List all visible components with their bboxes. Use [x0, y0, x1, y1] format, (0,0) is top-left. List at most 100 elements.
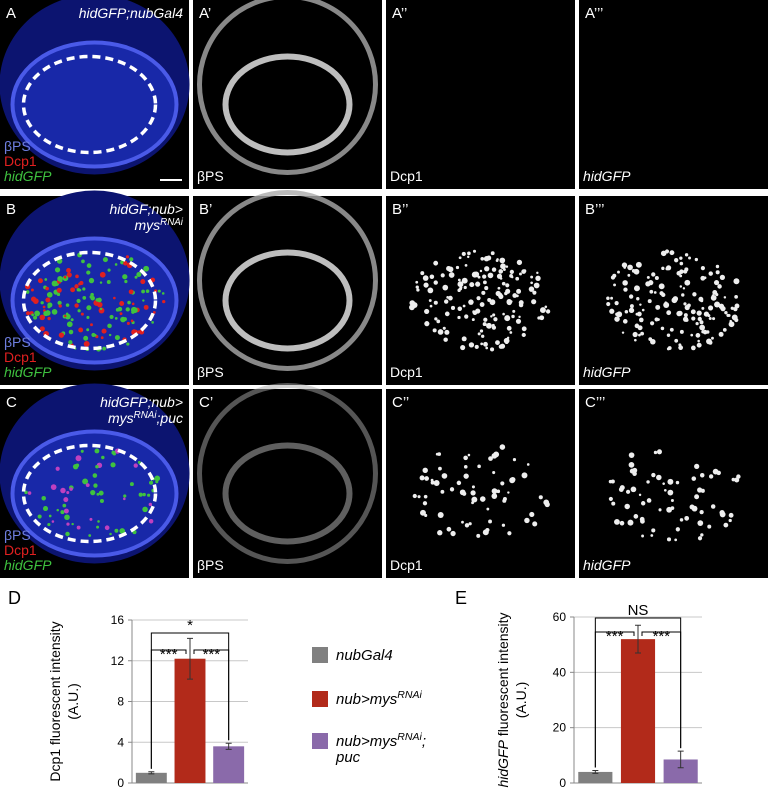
signal-dot — [506, 336, 510, 340]
signal-dot — [45, 297, 51, 303]
signal-dot — [609, 308, 615, 314]
signal-dot — [625, 489, 631, 494]
panel-background — [579, 196, 768, 385]
signal-dot — [519, 272, 522, 276]
signal-dot — [63, 508, 69, 514]
signal-dot — [700, 275, 706, 281]
signal-dot — [34, 310, 40, 317]
y-axis-label-line: (A.U.) — [65, 683, 81, 720]
signal-dot — [141, 289, 145, 294]
signal-dot — [516, 288, 522, 294]
panel-title-part: mys — [108, 410, 134, 426]
signal-dot — [490, 315, 493, 318]
channel-label: βPS — [4, 527, 31, 543]
signal-dot — [640, 518, 645, 524]
bar — [663, 759, 698, 783]
signal-dot — [136, 271, 142, 278]
signal-dot — [140, 279, 146, 285]
signal-dot — [722, 328, 727, 332]
signal-dot — [651, 272, 656, 277]
signal-dot — [708, 316, 712, 320]
signal-dot — [540, 307, 546, 314]
signal-dot — [510, 300, 513, 303]
signal-dot — [639, 303, 642, 306]
signal-dot — [63, 275, 67, 279]
significance-label: NS — [628, 602, 649, 619]
signal-dot — [433, 300, 438, 305]
y-axis-label-line-part: Dcp1 fluorescent intensity — [47, 621, 63, 781]
channel-label: hidGFP — [4, 557, 52, 573]
signal-dot — [435, 452, 439, 456]
signal-dot — [691, 345, 696, 351]
signal-dot — [610, 296, 614, 300]
signal-dot — [507, 531, 512, 536]
tissue — [222, 53, 353, 156]
tissue — [197, 383, 378, 564]
signal-dot — [618, 487, 624, 492]
signal-dot — [419, 475, 425, 481]
channel-label: Dcp1 — [390, 168, 423, 184]
panel-letter: A — [6, 5, 16, 22]
signal-dot — [622, 280, 628, 286]
dashed-outline — [21, 250, 158, 351]
signal-dot — [114, 263, 118, 266]
signal-dot — [537, 316, 541, 320]
signal-dot — [651, 472, 656, 478]
signal-dot — [41, 495, 46, 501]
signal-dot — [38, 278, 43, 284]
signal-dot — [658, 508, 662, 512]
signal-dot — [125, 255, 130, 259]
signal-dot — [45, 286, 49, 291]
bar — [135, 772, 167, 783]
signal-dot — [505, 265, 509, 268]
signal-dot — [437, 512, 444, 519]
signal-dot — [646, 275, 650, 279]
signal-dot — [422, 275, 429, 281]
signal-dot — [531, 299, 537, 305]
y-tick-label: 0 — [559, 776, 566, 790]
signal-dot — [486, 507, 490, 511]
signal-dot — [501, 523, 506, 527]
signal-dot — [71, 522, 74, 526]
signal-dot — [444, 299, 449, 304]
signal-dot — [476, 533, 481, 538]
signal-dot — [635, 261, 642, 268]
signal-dot — [480, 256, 485, 261]
signal-dot — [702, 329, 708, 335]
signal-dot — [154, 475, 161, 482]
signal-dot — [497, 286, 501, 290]
signal-dot — [733, 278, 740, 285]
signal-dot — [108, 333, 112, 337]
signal-dot — [530, 275, 534, 279]
signal-dot — [715, 264, 720, 269]
signal-dot — [88, 277, 95, 284]
signal-dot — [648, 280, 654, 286]
signal-dot — [535, 275, 541, 281]
signal-dot — [628, 461, 635, 468]
significance-label: *** — [160, 646, 178, 663]
signal-dot — [162, 300, 166, 304]
signal-dot — [712, 468, 719, 475]
signal-dot — [476, 296, 481, 301]
tissue — [197, 190, 378, 371]
signal-dot — [88, 534, 92, 537]
signal-dot — [464, 263, 468, 267]
signal-dot — [507, 491, 510, 494]
signal-dot — [498, 344, 504, 349]
signal-dot — [683, 269, 688, 274]
y-tick-label: 40 — [553, 665, 567, 679]
signal-dot — [458, 256, 462, 260]
signal-dot — [515, 276, 520, 281]
signal-dot — [651, 528, 656, 533]
image-panel: B’’’ hidGFP — [579, 196, 768, 385]
signal-dot — [102, 346, 107, 351]
signal-dot — [460, 344, 466, 351]
signal-dot — [440, 273, 445, 278]
signal-dot — [90, 323, 93, 327]
signal-dot — [688, 256, 692, 260]
signal-dot — [697, 520, 704, 527]
signal-dot — [712, 317, 716, 321]
channel-label: βPS — [4, 138, 31, 154]
signal-dot — [734, 294, 738, 299]
signal-dot — [86, 305, 92, 311]
